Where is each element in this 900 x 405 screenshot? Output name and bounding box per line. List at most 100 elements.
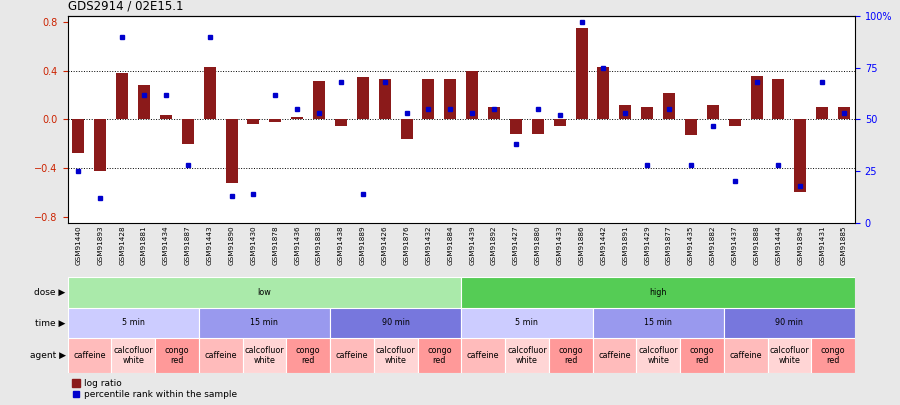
- Bar: [374, 338, 418, 373]
- Bar: [445, 79, 456, 119]
- Bar: [724, 338, 768, 373]
- Text: caffeine: caffeine: [204, 351, 237, 360]
- Text: congo
red: congo red: [296, 346, 320, 365]
- Bar: [400, 119, 412, 139]
- Text: GSM91892: GSM91892: [491, 226, 497, 265]
- Text: dose ▶: dose ▶: [34, 288, 66, 297]
- Text: calcofluor
white: calcofluor white: [770, 346, 809, 365]
- Bar: [592, 308, 724, 338]
- Text: caffeine: caffeine: [729, 351, 762, 360]
- Legend: log ratio, percentile rank within the sample: log ratio, percentile rank within the sa…: [72, 379, 237, 399]
- Text: GSM91881: GSM91881: [141, 226, 147, 265]
- Text: GSM91877: GSM91877: [666, 226, 672, 265]
- Text: caffeine: caffeine: [598, 351, 631, 360]
- Bar: [116, 73, 128, 119]
- Text: GSM91436: GSM91436: [294, 226, 301, 265]
- Text: calcofluor
white: calcofluor white: [507, 346, 547, 365]
- Bar: [619, 105, 631, 119]
- Text: GSM91437: GSM91437: [732, 226, 738, 265]
- Text: time ▶: time ▶: [35, 318, 66, 328]
- Bar: [685, 119, 697, 135]
- Text: GSM91887: GSM91887: [184, 226, 191, 265]
- Text: GSM91439: GSM91439: [469, 226, 475, 265]
- Bar: [112, 338, 155, 373]
- Text: caffeine: caffeine: [73, 351, 105, 360]
- Text: 15 min: 15 min: [644, 318, 672, 328]
- Text: GSM91427: GSM91427: [513, 226, 519, 265]
- Bar: [816, 107, 828, 119]
- Text: high: high: [650, 288, 667, 297]
- Bar: [269, 119, 282, 122]
- Text: calcofluor
white: calcofluor white: [376, 346, 416, 365]
- Bar: [461, 338, 505, 373]
- Bar: [379, 79, 391, 119]
- Bar: [226, 119, 238, 183]
- Text: low: low: [257, 288, 271, 297]
- Text: calcofluor
white: calcofluor white: [638, 346, 678, 365]
- Bar: [729, 119, 741, 126]
- Bar: [811, 338, 855, 373]
- Text: GSM91893: GSM91893: [97, 226, 104, 265]
- Bar: [751, 76, 762, 119]
- Text: GSM91884: GSM91884: [447, 226, 454, 265]
- Text: 90 min: 90 min: [776, 318, 804, 328]
- Bar: [199, 308, 330, 338]
- Bar: [155, 338, 199, 373]
- Bar: [242, 338, 286, 373]
- Text: congo
red: congo red: [558, 346, 583, 365]
- Bar: [795, 119, 806, 192]
- Bar: [94, 119, 106, 171]
- Text: GSM91442: GSM91442: [600, 226, 607, 265]
- Text: congo
red: congo red: [165, 346, 189, 365]
- Bar: [68, 308, 199, 338]
- Text: GSM91429: GSM91429: [644, 226, 650, 265]
- Bar: [138, 85, 150, 119]
- Text: 5 min: 5 min: [516, 318, 538, 328]
- Text: GSM91440: GSM91440: [76, 226, 81, 265]
- Bar: [663, 93, 675, 119]
- Bar: [313, 81, 325, 119]
- Bar: [461, 308, 592, 338]
- Text: caffeine: caffeine: [336, 351, 368, 360]
- Text: GSM91889: GSM91889: [360, 226, 365, 265]
- Bar: [292, 117, 303, 119]
- Bar: [554, 119, 566, 126]
- Text: GSM91890: GSM91890: [229, 226, 235, 265]
- Text: GSM91443: GSM91443: [207, 226, 212, 265]
- Text: GSM91878: GSM91878: [273, 226, 278, 265]
- Bar: [418, 338, 461, 373]
- Bar: [598, 67, 609, 119]
- Text: GSM91880: GSM91880: [535, 226, 541, 265]
- Text: 15 min: 15 min: [250, 318, 278, 328]
- Text: GSM91882: GSM91882: [710, 226, 716, 265]
- Text: GSM91433: GSM91433: [557, 226, 562, 265]
- Text: GSM91428: GSM91428: [119, 226, 125, 265]
- Text: GSM91885: GSM91885: [842, 226, 847, 265]
- Text: agent ▶: agent ▶: [30, 351, 66, 360]
- Text: GSM91891: GSM91891: [622, 226, 628, 265]
- Bar: [466, 71, 478, 119]
- Text: congo
red: congo red: [689, 346, 715, 365]
- Bar: [505, 338, 549, 373]
- Text: 90 min: 90 min: [382, 318, 410, 328]
- Bar: [575, 28, 588, 119]
- Bar: [706, 105, 719, 119]
- Bar: [768, 338, 811, 373]
- Text: GSM91894: GSM91894: [797, 226, 804, 265]
- Bar: [772, 79, 785, 119]
- Bar: [510, 119, 522, 134]
- Bar: [549, 338, 592, 373]
- Bar: [203, 67, 216, 119]
- Bar: [641, 107, 653, 119]
- Bar: [680, 338, 724, 373]
- Bar: [636, 338, 680, 373]
- Text: GSM91876: GSM91876: [403, 226, 410, 265]
- Bar: [330, 308, 461, 338]
- Bar: [330, 338, 374, 373]
- Text: GSM91426: GSM91426: [382, 226, 388, 265]
- Text: GSM91444: GSM91444: [776, 226, 781, 265]
- Bar: [160, 115, 172, 119]
- Text: GSM91434: GSM91434: [163, 226, 169, 265]
- Text: congo
red: congo red: [821, 346, 845, 365]
- Text: GSM91438: GSM91438: [338, 226, 344, 265]
